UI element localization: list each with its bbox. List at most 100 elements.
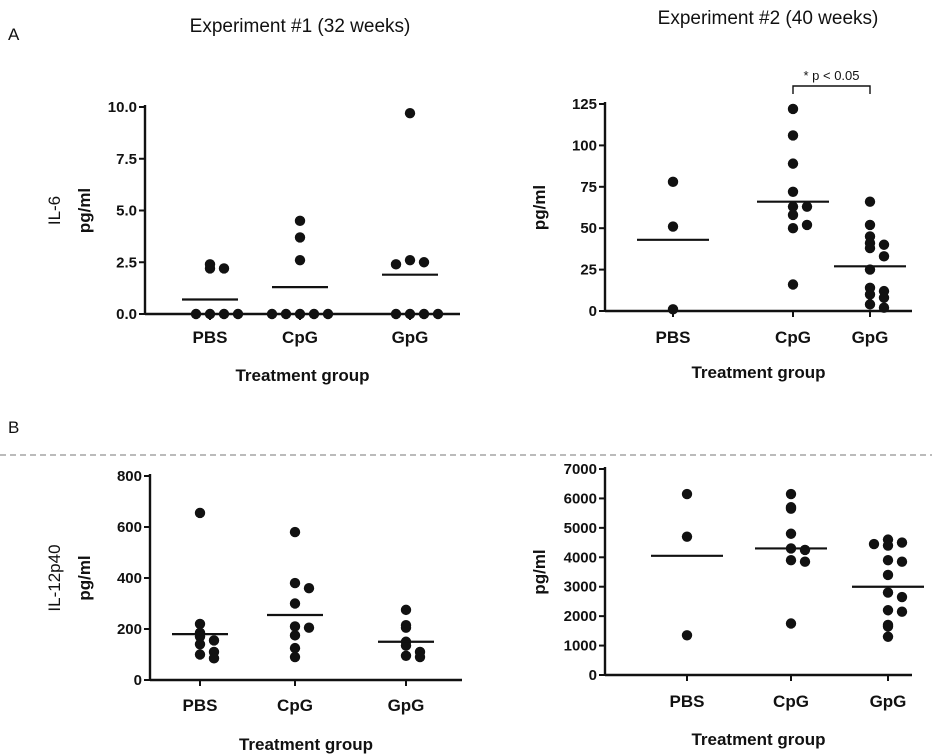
data-point bbox=[400, 604, 412, 616]
data-point bbox=[864, 242, 876, 254]
x-category-label: CpG bbox=[773, 692, 809, 711]
x-category-label: PBS bbox=[670, 692, 705, 711]
data-point bbox=[289, 577, 301, 589]
significance-label: * p < 0.05 bbox=[803, 68, 859, 83]
data-point bbox=[787, 201, 799, 212]
data-point bbox=[390, 308, 402, 320]
y-axis-unit-label: pg/ml bbox=[75, 555, 94, 600]
data-point bbox=[799, 556, 811, 567]
y-tick-label: 5000 bbox=[564, 520, 597, 537]
data-point bbox=[882, 631, 894, 642]
data-point bbox=[322, 308, 334, 320]
y-tick-label: 800 bbox=[117, 468, 142, 485]
data-point bbox=[785, 488, 797, 500]
data-point bbox=[194, 639, 206, 650]
y-tick-label: 25 bbox=[580, 262, 597, 279]
x-axis-title: Treatment group bbox=[239, 735, 373, 754]
data-point bbox=[404, 108, 416, 119]
x-axis-title: Treatment group bbox=[691, 730, 825, 749]
data-point bbox=[787, 186, 799, 197]
il6-experiment-1-plot: 0.0 2.5 5.0 7.5 10.0 PBS CpG GpG Treatment group… bbox=[45, 99, 460, 385]
data-point bbox=[882, 540, 894, 551]
data-point bbox=[681, 531, 693, 542]
y-tick-label: 2.5 bbox=[116, 254, 137, 271]
data-point bbox=[194, 507, 206, 519]
data-point bbox=[785, 555, 797, 566]
x-category-label: PBS bbox=[183, 696, 218, 715]
experiment-2-title: Experiment #2 (40 weeks) bbox=[658, 8, 879, 29]
y-axis-quantity-label: IL-12p40 bbox=[45, 544, 64, 611]
data-point bbox=[787, 103, 799, 115]
data-point bbox=[896, 606, 908, 617]
data-point bbox=[232, 308, 244, 320]
il12p40-experiment-2-plot: 0 1000 2000 3000 4000 5000 6000 7000 PBS CpG GpG Tr… bbox=[530, 461, 924, 749]
y-tick-label: 75 bbox=[580, 179, 597, 196]
data-point bbox=[868, 538, 880, 550]
y-tick-label: 2000 bbox=[564, 608, 597, 625]
data-point bbox=[878, 302, 890, 313]
data-point bbox=[667, 304, 679, 315]
x-axis-title: Treatment group bbox=[691, 363, 825, 382]
data-point bbox=[414, 651, 426, 663]
data-point bbox=[785, 528, 797, 539]
data-point bbox=[864, 219, 876, 231]
data-point bbox=[400, 650, 412, 661]
y-tick-label: 7000 bbox=[564, 461, 597, 478]
data-point bbox=[785, 618, 797, 629]
data-point bbox=[882, 569, 894, 581]
data-point bbox=[303, 583, 315, 594]
x-category-label: GpG bbox=[392, 328, 429, 347]
panel-b-label: B bbox=[8, 418, 19, 437]
data-point bbox=[303, 622, 315, 633]
data-point bbox=[787, 209, 799, 221]
data-point bbox=[218, 308, 230, 320]
data-point bbox=[878, 292, 890, 303]
y-tick-label: 3000 bbox=[564, 579, 597, 596]
significance-bracket bbox=[792, 85, 871, 94]
data-point bbox=[896, 556, 908, 567]
data-point bbox=[289, 621, 301, 632]
data-point bbox=[801, 201, 813, 212]
data-point bbox=[896, 537, 908, 548]
y-tick-label: 200 bbox=[117, 621, 142, 638]
data-point bbox=[294, 308, 306, 320]
data-point bbox=[194, 649, 206, 660]
y-axis-unit-label: pg/ml bbox=[530, 549, 549, 594]
data-point bbox=[280, 308, 292, 320]
data-point bbox=[190, 308, 202, 320]
y-tick-label: 0 bbox=[134, 672, 142, 689]
data-point bbox=[787, 279, 799, 290]
x-category-label: CpG bbox=[775, 328, 811, 347]
data-point bbox=[294, 215, 306, 227]
il12p40-experiment-1-plot: 0 200 400 600 800 PBS CpG GpG Treatment group IL-… bbox=[45, 468, 462, 754]
data-point bbox=[289, 630, 301, 641]
data-point bbox=[432, 308, 444, 320]
x-category-label: PBS bbox=[193, 328, 228, 347]
data-point bbox=[289, 642, 301, 654]
data-point bbox=[864, 299, 876, 310]
y-tick-label: 100 bbox=[572, 137, 597, 154]
y-tick-label: 400 bbox=[117, 570, 142, 587]
x-category-label: GpG bbox=[852, 328, 889, 347]
data-point bbox=[266, 308, 278, 320]
data-point bbox=[418, 308, 430, 320]
data-point bbox=[204, 259, 216, 270]
data-point bbox=[308, 308, 320, 320]
y-tick-label: 4000 bbox=[564, 549, 597, 566]
data-point bbox=[289, 651, 301, 663]
y-tick-label: 0.0 bbox=[116, 306, 137, 323]
data-point bbox=[404, 308, 416, 320]
y-tick-label: 600 bbox=[117, 519, 142, 536]
data-point bbox=[681, 630, 693, 641]
data-point bbox=[390, 259, 402, 270]
il6-experiment-2-plot: 0 25 50 75 100 125 PBS CpG GpG Treatment group pg/… bbox=[530, 68, 912, 382]
data-point bbox=[194, 618, 206, 630]
data-point bbox=[404, 254, 416, 266]
data-point bbox=[208, 635, 220, 646]
data-point bbox=[864, 289, 876, 300]
x-category-label: CpG bbox=[277, 696, 313, 715]
data-point bbox=[208, 653, 220, 664]
y-tick-label: 50 bbox=[580, 220, 597, 237]
data-point bbox=[799, 544, 811, 556]
